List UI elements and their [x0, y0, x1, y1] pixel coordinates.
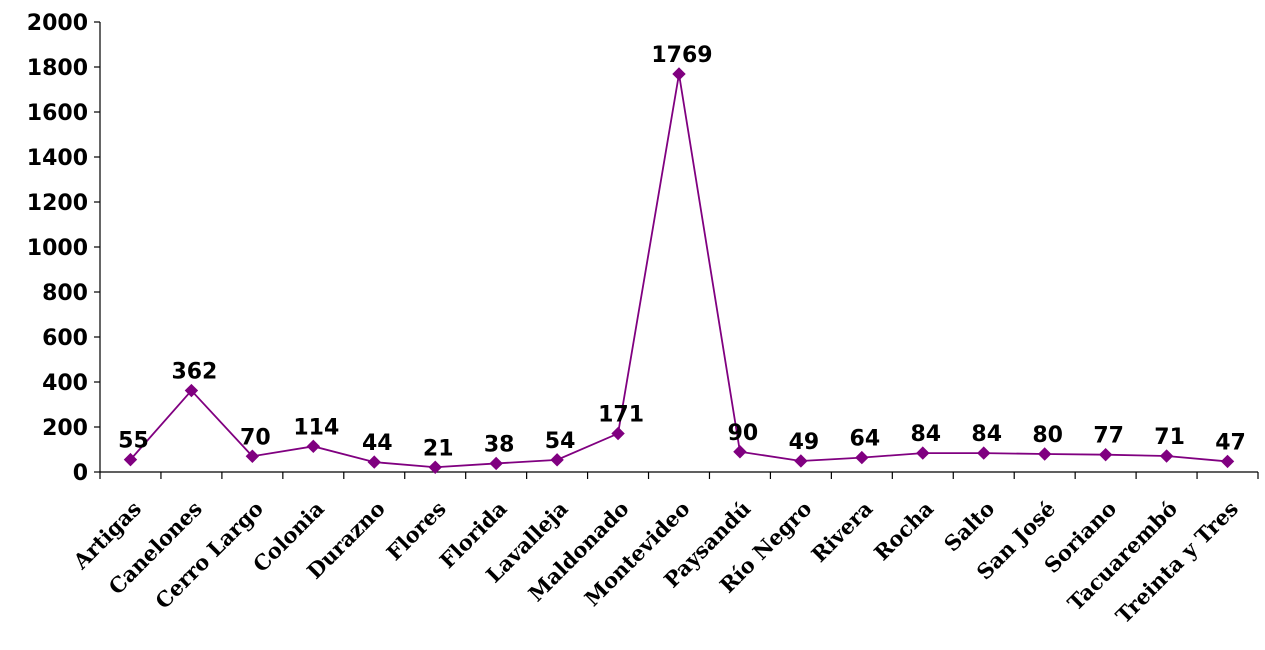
- data-point-marker: [184, 383, 199, 398]
- y-tick-label: 200: [42, 416, 88, 441]
- data-label: 54: [545, 429, 576, 454]
- y-tick-label: 2000: [27, 11, 88, 36]
- y-tick-label: 1800: [27, 56, 88, 81]
- data-point-marker: [855, 450, 869, 465]
- data-point-marker: [123, 452, 138, 467]
- x-tick-label: Rocha: [869, 496, 939, 566]
- series-line: [129, 73, 1228, 469]
- data-point-marker: [367, 455, 381, 469]
- y-tick-label: 1400: [27, 146, 88, 171]
- data-label: 114: [293, 415, 339, 440]
- data-label: 55: [118, 429, 149, 454]
- data-label: 80: [1032, 423, 1063, 448]
- data-point-marker: [1159, 449, 1174, 463]
- data-label: 362: [171, 360, 217, 385]
- data-point-marker: [1037, 447, 1052, 461]
- data-point-marker: [550, 453, 564, 467]
- data-point-marker: [611, 426, 625, 441]
- data-label: 64: [850, 427, 881, 452]
- data-point-marker: [1220, 454, 1235, 469]
- y-tick-label: 400: [42, 371, 88, 396]
- data-point-marker: [794, 454, 808, 468]
- data-point-marker: [428, 460, 442, 474]
- data-label: 44: [362, 431, 393, 456]
- data-label: 1769: [651, 43, 712, 68]
- data-point-marker: [733, 445, 747, 459]
- data-label: 49: [789, 430, 820, 455]
- data-label: 21: [423, 436, 454, 461]
- y-tick-label: 0: [73, 461, 88, 486]
- data-label: 70: [240, 425, 271, 450]
- data-label: 90: [728, 421, 759, 446]
- data-point-marker: [916, 446, 930, 460]
- data-label: 171: [598, 403, 644, 428]
- data-point-marker: [672, 67, 686, 81]
- y-tick-label: 1200: [27, 191, 88, 216]
- data-point-marker: [245, 449, 260, 463]
- y-tick-label: 800: [42, 281, 88, 306]
- data-label: 84: [971, 422, 1002, 447]
- x-tick-label: Rivera: [806, 496, 877, 567]
- y-tick-label: 1600: [27, 101, 88, 126]
- data-point-marker: [306, 439, 321, 454]
- data-label: 38: [484, 432, 515, 457]
- series-0: 55 362 70 114 44 21 38 54 171 1769 90 49 64 84 84 80 77 7…: [118, 43, 1246, 474]
- data-label: 77: [1093, 424, 1124, 449]
- data-point-marker: [1098, 447, 1113, 462]
- y-tick-label: 1000: [27, 236, 88, 261]
- x-tick-label: Montevideo: [579, 496, 694, 611]
- y-axis-ticks: 0 200 400 600 800 1000 1200 1400 1600 1800 2000: [27, 11, 100, 486]
- y-tick-label: 600: [42, 326, 88, 351]
- data-label: 47: [1215, 430, 1246, 455]
- data-label: 71: [1154, 425, 1185, 450]
- data-point-marker: [489, 456, 503, 471]
- data-label: 84: [910, 422, 941, 447]
- x-tick-label: Cerro Largo: [150, 496, 268, 614]
- data-point-marker: [977, 446, 991, 460]
- x-axis-ticks: [99, 472, 1259, 479]
